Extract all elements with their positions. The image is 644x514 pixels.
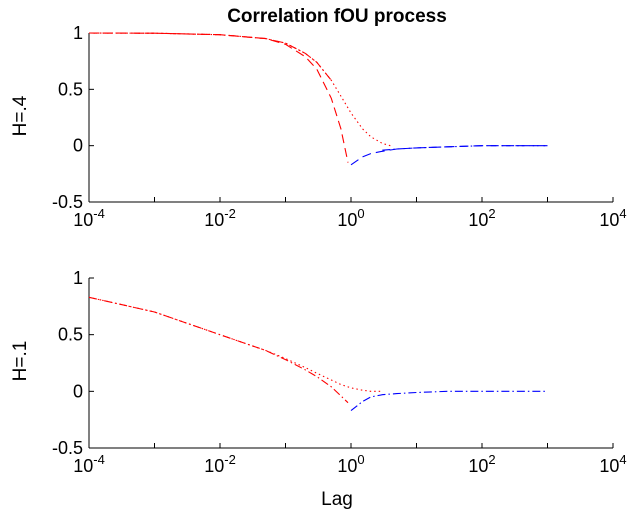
y-axis-label-top: H=.4 <box>10 95 31 136</box>
x-tick-label-top: 10-2 <box>204 206 236 230</box>
y-tick-label-top: 0 <box>73 136 83 156</box>
y-tick-label-bottom: -0.5 <box>52 438 83 458</box>
x-axis-label: Lag <box>321 489 353 510</box>
series-line-bottom-1 <box>88 296 349 404</box>
x-tick-label-top: 104 <box>599 206 626 230</box>
x-tick-label-bottom: 102 <box>468 452 495 476</box>
series-line-top-2 <box>350 145 548 166</box>
series-line-top-0 <box>88 32 391 147</box>
bottom-plot-panel: -0.5 0 0.5 1 10-4 10-2 100 102 104 <box>52 268 627 476</box>
x-tick-label-bottom: 10-2 <box>204 452 236 476</box>
y-axis-label-bottom: H=.1 <box>10 341 31 382</box>
series-line-bottom-2 <box>350 390 548 412</box>
x-tick-label-bottom: 100 <box>337 452 364 476</box>
y-tick-label-bottom: 0 <box>73 381 83 401</box>
chart-title: Correlation fOU process <box>227 6 447 27</box>
top-plot-panel: -0.5 0 0.5 1 10-4 10-2 100 102 104 <box>52 23 627 230</box>
series-line-bottom-0 <box>88 296 383 392</box>
x-tick-label-bottom: 104 <box>599 452 626 476</box>
y-tick-label-bottom: 1 <box>73 268 83 288</box>
x-tick-label-bottom: 10-4 <box>73 452 105 476</box>
y-tick-label-bottom: 0.5 <box>58 325 83 345</box>
y-tick-label-top: -0.5 <box>52 192 83 212</box>
series-line-top-4 <box>382 145 548 151</box>
y-tick-label-top: 1 <box>73 23 83 43</box>
x-tick-label-top: 102 <box>468 206 495 230</box>
x-tick-label-top: 100 <box>337 206 364 230</box>
series-line-top-1 <box>88 32 349 163</box>
y-tick-label-top: 0.5 <box>58 79 83 99</box>
series-line-top-3 <box>88 32 332 81</box>
x-tick-label-top: 10-4 <box>73 206 105 230</box>
